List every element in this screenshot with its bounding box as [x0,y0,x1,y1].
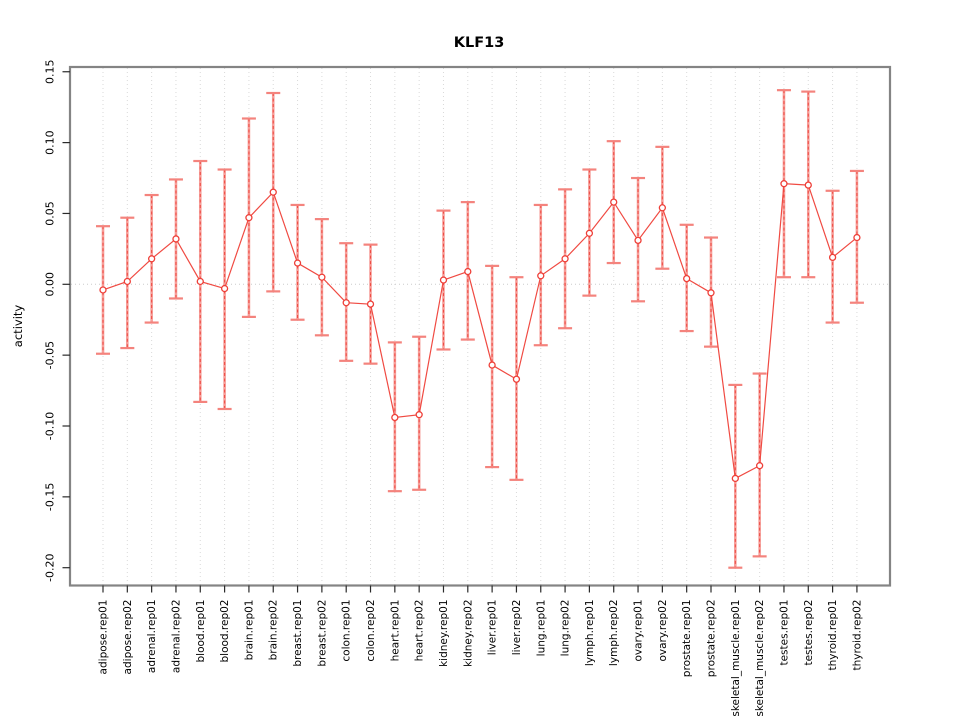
data-point [318,273,326,281]
data-point [464,267,472,276]
x-tick-label: colon.rep02 [365,600,377,662]
data-point [172,235,180,243]
data-point [610,198,618,206]
y-tick-label: 0.15 [44,60,57,85]
data-point [391,413,399,422]
data-point [731,474,739,483]
y-axis-title: activity [11,305,25,348]
x-tick-label: breast.rep01 [292,600,304,667]
y-tick-label: -0.20 [44,553,57,581]
x-tick-label: ovary.rep02 [657,600,669,662]
data-point [853,233,861,242]
x-tick-label: adipose.rep01 [98,600,110,675]
y-tick-label: 0.10 [44,130,57,155]
y-tick-label: -0.05 [44,341,57,369]
data-point [269,188,277,196]
x-tick-label: adrenal.rep01 [146,600,158,674]
data-point [123,277,131,286]
data-point [828,253,837,262]
data-point [658,204,667,212]
chart-title: KLF13 [454,35,505,51]
x-tick-label: adrenal.rep02 [170,600,182,674]
y-tick-label: -0.10 [44,412,57,440]
data-point [245,214,253,222]
x-tick-label: testes.rep01 [778,600,790,666]
x-tick-label: lymph.rep02 [608,600,620,667]
x-tick-label: adipose.rep02 [122,600,134,675]
y-tick-label: 0.00 [44,272,57,297]
x-tick-label: lymph.rep01 [584,600,596,667]
x-tick-label: blood.rep02 [219,600,231,663]
x-tick-label: prostate.rep01 [681,600,693,678]
data-point [634,236,642,245]
x-tick-label: brain.rep01 [243,600,255,661]
x-tick-label: colon.rep01 [341,600,353,662]
y-tick-label: 0.05 [44,201,57,226]
data-point [342,299,350,307]
data-point [755,462,764,470]
data-point [512,375,521,383]
data-point [99,286,107,294]
x-tick-label: prostate.rep02 [706,600,718,678]
data-point [561,255,569,263]
x-tick-label: blood.rep01 [195,600,207,663]
data-point [804,181,812,189]
x-tick-label: skeletal_muscle.rep02 [754,600,766,717]
x-tick-label: thyroid.rep01 [827,600,839,671]
x-tick-label: liver.rep02 [511,600,523,656]
data-point [707,289,715,297]
series-line [102,183,858,480]
data-point [147,255,156,263]
x-tick-label: breast.rep02 [316,600,328,667]
data-point [585,229,594,237]
x-tick-label: skeletal_muscle.rep01 [730,600,742,717]
data-point [220,284,229,293]
data-point [196,277,204,286]
data-point [488,361,496,369]
x-tick-label: lung.rep02 [560,600,572,657]
x-tick-label: liver.rep01 [487,600,499,656]
x-tick-label: kidney.rep02 [462,600,474,667]
data-point [537,272,545,280]
x-tick-label: ovary.rep01 [633,600,645,662]
x-tick-label: kidney.rep01 [438,600,450,667]
data-point [293,259,302,267]
x-tick-label: heart.rep02 [414,600,426,662]
y-tick-label: -0.15 [44,483,57,511]
x-tick-label: lung.rep01 [535,600,547,657]
data-point [780,180,788,188]
x-tick-label: brain.rep02 [268,600,280,661]
x-tick-label: thyroid.rep02 [851,600,863,671]
data-point [683,274,691,283]
x-tick-label: testes.rep02 [803,600,815,666]
data-point [366,300,375,308]
plot-border [68,65,892,587]
data-point [439,276,448,284]
data-point [415,411,423,419]
x-tick-label: heart.rep01 [389,600,401,662]
